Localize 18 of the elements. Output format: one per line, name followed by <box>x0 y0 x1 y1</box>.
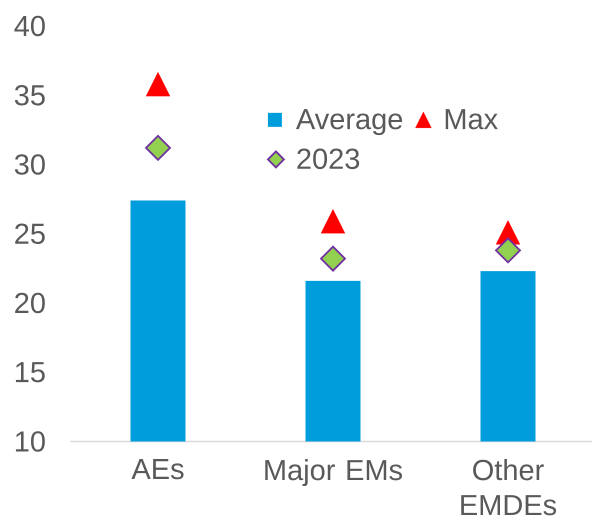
point <box>495 237 521 264</box>
point <box>146 72 170 96</box>
y-tick-label: 30 <box>14 154 45 175</box>
y-tick-label: 15 <box>16 362 45 382</box>
legend-label: Average <box>296 109 402 136</box>
point <box>320 246 346 272</box>
y-tick-label: 40 <box>14 16 45 36</box>
point <box>320 209 346 234</box>
y-tick-label: 35 <box>14 84 45 106</box>
legend-label: 2023 <box>297 148 360 170</box>
x-tick-label: Major EMs <box>265 459 402 486</box>
y-tick-label: 20 <box>15 292 45 314</box>
y-tick-label: 25 <box>15 223 45 244</box>
y-tick-label: 10 <box>16 431 45 452</box>
legend-label: Max <box>446 109 498 130</box>
x-tick-label: AEs <box>131 459 184 480</box>
point <box>145 134 171 161</box>
x-tick-label: Other EMDEs <box>461 459 556 516</box>
